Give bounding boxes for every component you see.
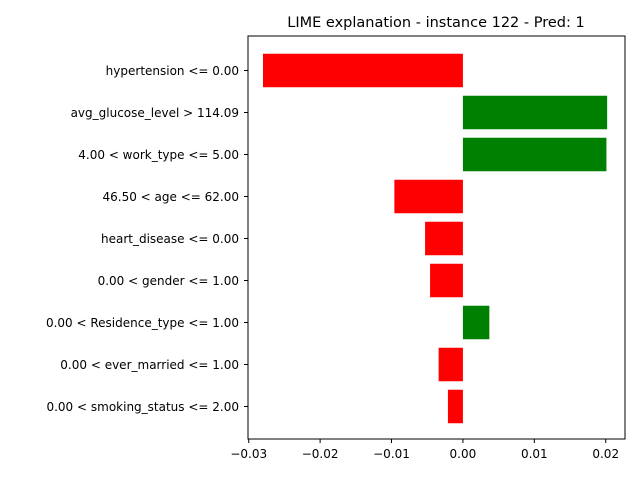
y-tick-label: 0.00 < Residence_type <= 1.00 xyxy=(46,316,239,330)
x-tick-label: −0.01 xyxy=(373,447,410,461)
bar-2 xyxy=(462,137,607,172)
y-tick-label: 4.00 < work_type <= 5.00 xyxy=(78,148,239,162)
x-tick-label: −0.02 xyxy=(302,447,339,461)
x-axis-ticks: −0.03 −0.02 −0.01 0.00 0.01 0.02 xyxy=(230,439,619,461)
chart-title: LIME explanation - instance 122 - Pred: … xyxy=(287,15,584,31)
y-axis-ticks: hypertension <= 0.00 avg_glucose_level > … xyxy=(46,64,248,414)
x-tick-label: 0.02 xyxy=(592,447,619,461)
y-tick-label: heart_disease <= 0.00 xyxy=(101,232,239,246)
y-tick-label: 0.00 < ever_married <= 1.00 xyxy=(60,358,239,372)
y-tick-label: 0.00 < smoking_status <= 2.00 xyxy=(46,400,239,414)
x-tick-label: 0.01 xyxy=(521,447,548,461)
bar-6 xyxy=(462,305,490,340)
bar-8 xyxy=(447,389,463,424)
x-tick-label: −0.03 xyxy=(230,447,267,461)
y-tick-label: 0.00 < gender <= 1.00 xyxy=(98,274,239,288)
y-tick-label: 46.50 < age <= 62.00 xyxy=(103,190,239,204)
bar-4 xyxy=(425,221,463,256)
y-tick-label: hypertension <= 0.00 xyxy=(106,64,239,78)
bar-5 xyxy=(430,263,463,298)
bar-7 xyxy=(438,347,463,382)
bar-0 xyxy=(262,53,463,88)
bar-3 xyxy=(394,179,463,214)
plot-frame xyxy=(247,35,626,440)
y-tick-label: avg_glucose_level > 114.09 xyxy=(71,106,239,120)
x-tick-label: 0.00 xyxy=(450,447,477,461)
bars-group xyxy=(262,53,608,424)
bar-1 xyxy=(462,95,608,130)
